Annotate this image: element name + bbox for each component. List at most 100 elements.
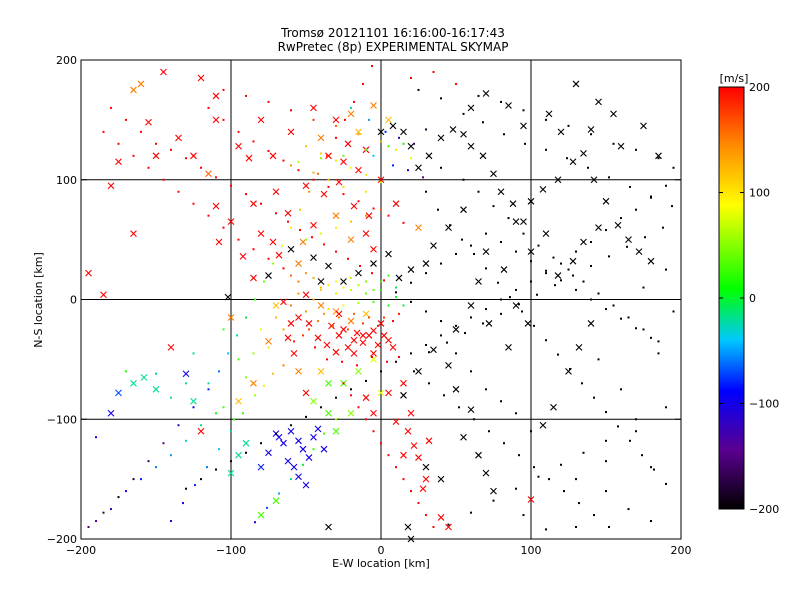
meteor-cross-point bbox=[550, 403, 557, 411]
meteor-dot-point bbox=[530, 280, 532, 283]
meteor-dot-point bbox=[500, 400, 502, 403]
meteor-dot-point bbox=[365, 214, 367, 217]
meteor-cross-point bbox=[415, 454, 422, 461]
meteor-dot-point bbox=[500, 241, 502, 244]
meteor-dot-point bbox=[380, 370, 382, 373]
x-tick-label: 0 bbox=[378, 544, 385, 557]
meteor-cross-point bbox=[520, 218, 527, 226]
meteor-dot-point bbox=[372, 154, 375, 157]
y-tick-label: 200 bbox=[56, 54, 77, 67]
meteor-cross-point bbox=[152, 152, 160, 160]
meteor-cross-point bbox=[400, 391, 407, 399]
meteor-cross-point bbox=[527, 197, 535, 205]
meteor-cross-point bbox=[467, 142, 475, 150]
meteor-cross-point bbox=[332, 427, 340, 435]
meteor-dot-point bbox=[87, 526, 90, 529]
meteor-dot-point bbox=[299, 208, 301, 211]
meteor-dot-point bbox=[359, 264, 361, 267]
meteor-dot-point bbox=[314, 346, 316, 349]
meteor-dot-point bbox=[485, 388, 487, 391]
meteor-cross-point bbox=[569, 257, 577, 265]
meteor-cross-point bbox=[505, 102, 512, 109]
meteor-dot-point bbox=[383, 279, 385, 282]
meteor-cross-point bbox=[242, 439, 250, 447]
meteor-dot-point bbox=[537, 475, 540, 478]
meteor-dot-point bbox=[342, 382, 345, 385]
meteor-cross-point bbox=[190, 152, 197, 160]
meteor-cross-point bbox=[347, 110, 355, 118]
meteor-cross-point bbox=[449, 126, 457, 133]
meteor-dot-point bbox=[263, 280, 265, 283]
meteor-dot-point bbox=[293, 340, 295, 343]
meteor-cross-point bbox=[512, 218, 520, 226]
meteor-dot-point bbox=[272, 262, 274, 265]
meteor-cross-point bbox=[340, 278, 347, 285]
meteor-dot-point bbox=[608, 255, 610, 258]
meteor-dot-point bbox=[554, 284, 556, 287]
meteor-dot-point bbox=[237, 358, 240, 361]
meteor-cross-point bbox=[370, 102, 377, 109]
meteor-dot-point bbox=[320, 288, 322, 291]
meteor-cross-point bbox=[479, 152, 487, 160]
meteor-cross-point bbox=[310, 221, 317, 229]
meteor-dot-point bbox=[665, 406, 667, 409]
data-points bbox=[85, 64, 675, 543]
meteor-dot-point bbox=[665, 482, 667, 485]
meteor-dot-point bbox=[402, 478, 405, 481]
meteor-dot-point bbox=[252, 352, 255, 355]
meteor-cross-point bbox=[344, 344, 352, 351]
meteor-cross-point bbox=[295, 260, 302, 267]
meteor-cross-point bbox=[554, 272, 562, 279]
meteor-cross-point bbox=[290, 349, 298, 357]
meteor-dot-point bbox=[392, 320, 394, 323]
meteor-dot-point bbox=[140, 478, 142, 481]
meteor-cross-point bbox=[610, 110, 617, 118]
meteor-cross-point bbox=[160, 68, 167, 76]
meteor-cross-point bbox=[359, 339, 367, 346]
meteor-dot-point bbox=[386, 360, 388, 363]
meteor-dot-point bbox=[545, 528, 547, 531]
meteor-cross-point bbox=[370, 327, 377, 335]
meteor-cross-point bbox=[407, 266, 415, 273]
meteor-cross-point bbox=[422, 260, 430, 267]
meteor-dot-point bbox=[432, 70, 435, 73]
x-axis-label: E-W location [km] bbox=[332, 557, 430, 570]
meteor-dot-point bbox=[590, 298, 592, 301]
meteor-dot-point bbox=[372, 288, 375, 291]
meteor-cross-point bbox=[152, 385, 160, 393]
y-tick-label: −200 bbox=[47, 533, 77, 546]
meteor-cross-point bbox=[590, 176, 598, 184]
meteor-dot-point bbox=[413, 370, 415, 373]
meteor-cross-point bbox=[325, 523, 332, 531]
meteor-dot-point bbox=[620, 217, 622, 220]
meteor-dot-point bbox=[335, 124, 337, 127]
meteor-cross-point bbox=[392, 200, 400, 208]
meteor-dot-point bbox=[665, 184, 667, 187]
meteor-dot-point bbox=[425, 344, 427, 347]
meteor-dot-point bbox=[470, 511, 472, 514]
meteor-dot-point bbox=[462, 112, 465, 115]
meteor-dot-point bbox=[353, 312, 355, 315]
meteor-dot-point bbox=[590, 264, 592, 267]
meteor-dot-point bbox=[338, 316, 340, 319]
meteor-dot-point bbox=[575, 526, 577, 529]
meteor-dot-point bbox=[350, 220, 352, 223]
meteor-cross-point bbox=[323, 341, 331, 349]
meteor-cross-point bbox=[437, 134, 445, 142]
meteor-dot-point bbox=[662, 226, 664, 229]
meteor-dot-point bbox=[245, 451, 247, 454]
meteor-cross-point bbox=[362, 310, 370, 318]
meteor-dot-point bbox=[380, 288, 382, 291]
meteor-dot-point bbox=[492, 499, 495, 502]
meteor-cross-point bbox=[328, 322, 335, 330]
meteor-cross-point bbox=[310, 104, 317, 112]
meteor-cross-point bbox=[575, 344, 583, 351]
meteor-cross-point bbox=[385, 336, 392, 344]
meteor-dot-point bbox=[458, 406, 460, 409]
meteor-dot-point bbox=[282, 159, 285, 162]
meteor-cross-point bbox=[287, 128, 295, 136]
meteor-dot-point bbox=[569, 367, 571, 370]
meteor-cross-point bbox=[445, 361, 452, 369]
meteor-cross-point bbox=[205, 170, 212, 178]
meteor-dot-point bbox=[297, 160, 300, 163]
